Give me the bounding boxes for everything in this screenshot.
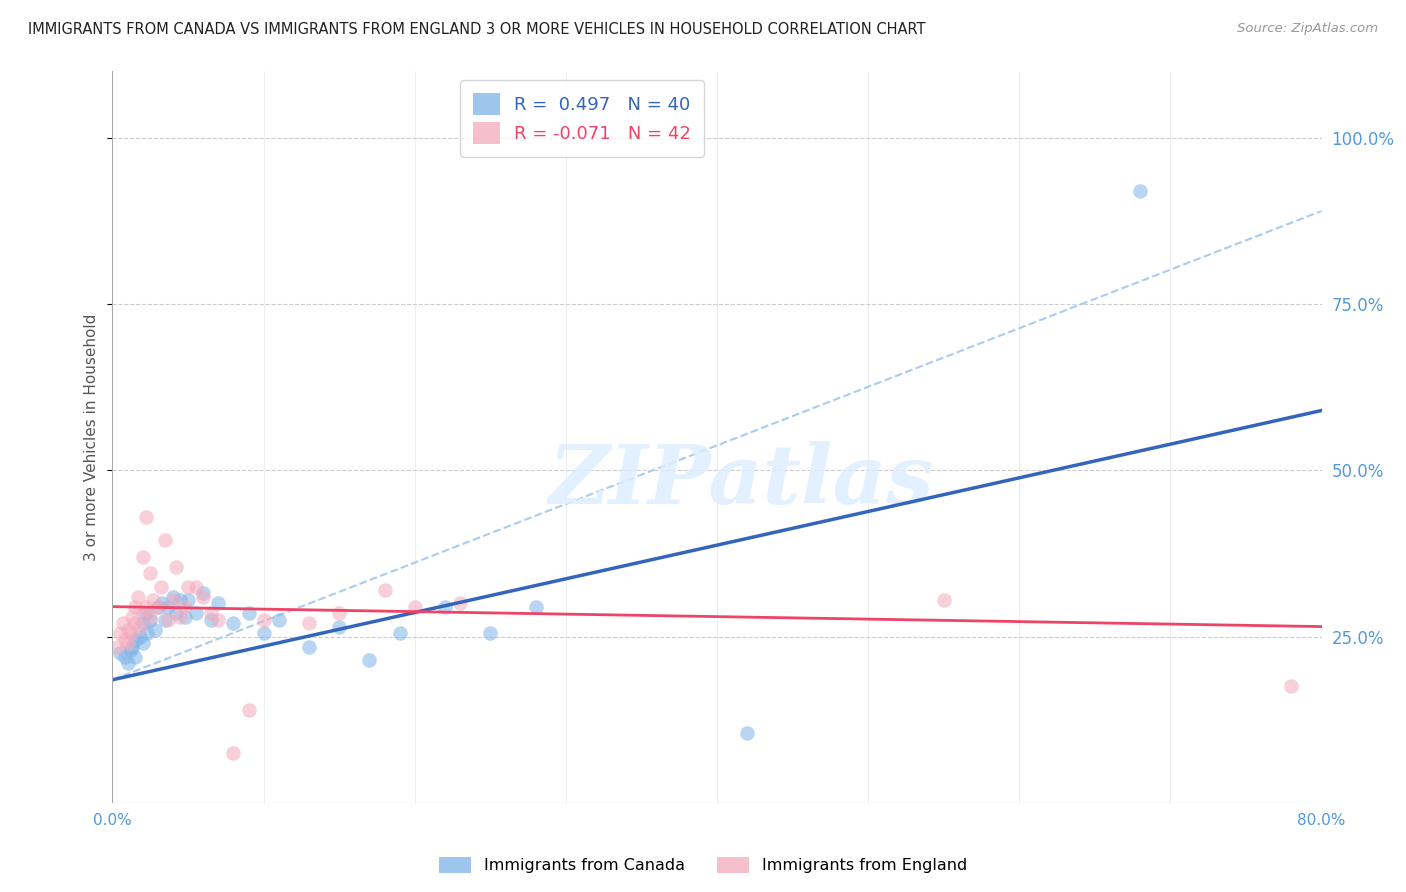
Legend: Immigrants from Canada, Immigrants from England: Immigrants from Canada, Immigrants from … bbox=[433, 850, 973, 880]
Point bbox=[108, 646, 131, 660]
Point bbox=[374, 582, 396, 597]
Point bbox=[117, 623, 139, 637]
Point bbox=[135, 607, 157, 621]
Point bbox=[177, 580, 200, 594]
Point bbox=[108, 626, 131, 640]
Text: IMMIGRANTS FROM CANADA VS IMMIGRANTS FROM ENGLAND 3 OR MORE VEHICLES IN HOUSEHOL: IMMIGRANTS FROM CANADA VS IMMIGRANTS FRO… bbox=[28, 22, 925, 37]
Point bbox=[139, 566, 162, 581]
Point bbox=[253, 626, 276, 640]
Point bbox=[207, 613, 229, 627]
Point bbox=[328, 619, 350, 633]
Point bbox=[222, 616, 245, 631]
Point bbox=[200, 607, 222, 621]
Point bbox=[932, 593, 955, 607]
Point bbox=[128, 630, 150, 644]
Point bbox=[1129, 184, 1152, 198]
Point bbox=[157, 613, 180, 627]
Point bbox=[105, 640, 128, 654]
Point bbox=[114, 632, 136, 647]
Point bbox=[298, 640, 321, 654]
Point bbox=[169, 609, 191, 624]
Point bbox=[165, 559, 187, 574]
Point bbox=[737, 726, 759, 740]
Point bbox=[328, 607, 350, 621]
Point bbox=[117, 656, 139, 670]
Point bbox=[142, 593, 165, 607]
Point bbox=[120, 643, 142, 657]
Point bbox=[120, 626, 142, 640]
Point bbox=[121, 640, 143, 654]
Point bbox=[298, 616, 321, 631]
Point bbox=[238, 607, 260, 621]
Point bbox=[124, 649, 146, 664]
Point bbox=[121, 609, 143, 624]
Point bbox=[169, 593, 191, 607]
Point bbox=[253, 613, 276, 627]
Point bbox=[162, 590, 184, 604]
Point bbox=[184, 580, 207, 594]
Point bbox=[146, 599, 169, 614]
Legend: R =  0.497   N = 40, R = -0.071   N = 42: R = 0.497 N = 40, R = -0.071 N = 42 bbox=[460, 80, 704, 157]
Point bbox=[127, 590, 149, 604]
Point bbox=[200, 613, 222, 627]
Point bbox=[174, 599, 197, 614]
Point bbox=[238, 703, 260, 717]
Point bbox=[157, 599, 180, 614]
Point bbox=[174, 609, 197, 624]
Point bbox=[267, 613, 290, 627]
Point bbox=[207, 596, 229, 610]
Point bbox=[124, 599, 146, 614]
Text: ZIPatlas: ZIPatlas bbox=[548, 441, 934, 521]
Point bbox=[191, 586, 214, 600]
Point bbox=[1279, 680, 1302, 694]
Point bbox=[184, 607, 207, 621]
Point bbox=[149, 580, 172, 594]
Point bbox=[132, 616, 155, 631]
Point bbox=[155, 613, 177, 627]
Point bbox=[388, 626, 411, 640]
Point bbox=[150, 596, 173, 610]
Point bbox=[139, 613, 162, 627]
Point bbox=[139, 609, 162, 624]
Point bbox=[128, 619, 150, 633]
Y-axis label: 3 or more Vehicles in Household: 3 or more Vehicles in Household bbox=[84, 313, 100, 561]
Point bbox=[112, 616, 135, 631]
Point bbox=[155, 533, 177, 548]
Text: Source: ZipAtlas.com: Source: ZipAtlas.com bbox=[1237, 22, 1378, 36]
Point bbox=[132, 607, 155, 621]
Point bbox=[177, 593, 200, 607]
Point bbox=[117, 636, 139, 650]
Point bbox=[449, 596, 471, 610]
Point bbox=[162, 593, 184, 607]
Point bbox=[114, 649, 136, 664]
Point bbox=[132, 636, 155, 650]
Point bbox=[222, 746, 245, 760]
Point bbox=[135, 599, 157, 614]
Point bbox=[124, 632, 146, 647]
Point bbox=[124, 616, 146, 631]
Point bbox=[146, 599, 169, 614]
Point bbox=[135, 509, 157, 524]
Point bbox=[136, 626, 159, 640]
Point bbox=[143, 623, 166, 637]
Point bbox=[404, 599, 426, 614]
Point bbox=[433, 599, 456, 614]
Point bbox=[132, 549, 155, 564]
Point bbox=[165, 607, 187, 621]
Point bbox=[191, 590, 214, 604]
Point bbox=[524, 599, 547, 614]
Point bbox=[359, 653, 381, 667]
Point bbox=[479, 626, 502, 640]
